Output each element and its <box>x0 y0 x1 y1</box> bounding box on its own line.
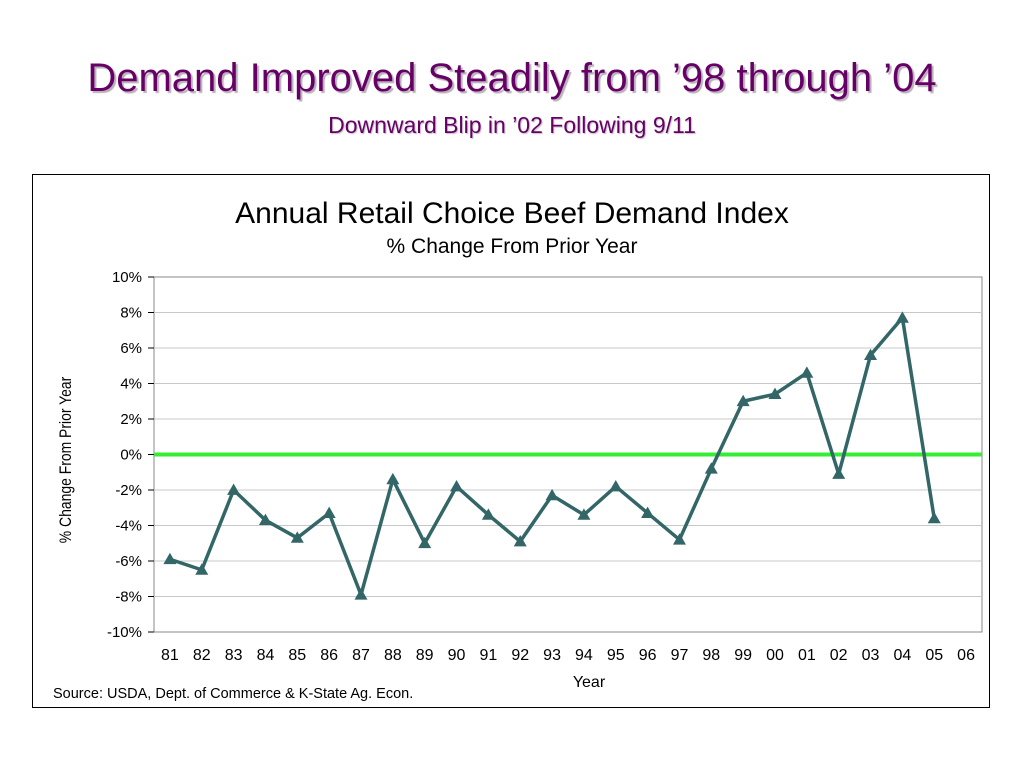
chart-subtitle: % Change From Prior Year <box>387 235 638 258</box>
x-tick-labels: 81 82 83 84 85 86 87 88 89 90 91 92 93 94 95 96 97 98 99 00… <box>161 647 975 664</box>
data-point-marker <box>704 462 718 474</box>
series-demand-index <box>163 311 941 600</box>
data-point-marker <box>736 394 750 407</box>
data-point-marker <box>577 508 591 520</box>
x-tick-label: 87 <box>352 647 370 664</box>
data-point-marker <box>768 387 782 400</box>
x-tick-label: 04 <box>893 647 911 664</box>
x-tick-label: 91 <box>479 647 497 664</box>
x-axis-label: Year <box>573 674 606 691</box>
source-note: Source: USDA, Dept. of Commerce & K-Stat… <box>53 686 413 702</box>
y-axis-label: % Change From Prior Year <box>57 377 76 543</box>
data-point-marker <box>290 531 304 543</box>
x-tick-label: 92 <box>511 647 529 664</box>
data-point-marker <box>195 563 209 575</box>
data-point-marker <box>895 311 909 323</box>
x-tick-label: 81 <box>161 647 179 664</box>
x-tick-label: 97 <box>671 647 689 664</box>
y-tick-label: 0% <box>120 447 142 464</box>
x-tick-label: 99 <box>734 647 752 664</box>
x-tick-label: 93 <box>543 647 561 664</box>
data-point-marker <box>864 348 878 360</box>
data-point-marker <box>513 534 527 547</box>
data-point-marker <box>354 588 368 600</box>
x-tick-label: 86 <box>320 647 338 664</box>
x-tick-label: 98 <box>702 647 720 664</box>
data-point-marker <box>609 479 623 492</box>
x-tick-label: 96 <box>639 647 657 664</box>
data-point-marker <box>800 366 814 378</box>
data-point-marker <box>927 511 941 524</box>
y-tick-label: 2% <box>120 411 142 428</box>
data-point-marker <box>227 483 241 495</box>
x-tick-label: 88 <box>384 647 402 664</box>
y-tick-label: 10% <box>112 269 142 286</box>
y-tick-label: -8% <box>115 589 142 606</box>
y-tick-label: -10% <box>107 624 142 641</box>
x-tick-label: 84 <box>257 647 275 664</box>
x-tick-label: 05 <box>925 647 943 664</box>
x-tick-label: 03 <box>862 647 880 664</box>
x-tick-label: 83 <box>225 647 243 664</box>
data-point-marker <box>832 467 846 479</box>
data-point-marker <box>641 506 655 518</box>
x-tick-label: 95 <box>607 647 625 664</box>
data-point-marker <box>545 488 559 501</box>
y-tick-labels: 10% 8% 6% 4% 2% 0% -2% -4% -6% -8% -10% <box>107 269 142 641</box>
data-point-marker <box>450 479 464 492</box>
x-tick-label: 00 <box>766 647 784 664</box>
y-tick-label: 4% <box>120 376 142 393</box>
y-tick-label: 6% <box>120 340 142 357</box>
y-tick-label: 8% <box>120 305 142 322</box>
data-point-marker <box>258 513 272 526</box>
x-tick-label: 06 <box>957 647 975 664</box>
x-tick-label: 85 <box>288 647 306 664</box>
data-point-marker <box>481 508 495 520</box>
y-tick-label: -6% <box>115 553 142 570</box>
data-point-marker <box>418 536 432 549</box>
data-point-marker <box>163 552 177 565</box>
x-tick-label: 02 <box>830 647 848 664</box>
y-tick-label: -2% <box>115 482 142 499</box>
y-tick-label: -4% <box>115 518 142 535</box>
data-point-marker <box>672 533 686 545</box>
x-tick-label: 94 <box>575 647 593 664</box>
x-tick-label: 90 <box>448 647 466 664</box>
line-chart: Annual Retail Choice Beef Demand Index %… <box>53 197 983 702</box>
data-point-marker <box>386 472 400 485</box>
slide-title: Demand Improved Steadily from ’98 throug… <box>87 56 937 100</box>
chart-frame: Annual Retail Choice Beef Demand Index %… <box>32 174 990 708</box>
x-tick-label: 82 <box>193 647 211 664</box>
slide-subtitle: Downward Blip in ’02 Following 9/11 <box>328 112 696 138</box>
chart-title: Annual Retail Choice Beef Demand Index <box>235 197 789 230</box>
x-tick-label: 01 <box>798 647 816 664</box>
data-point-marker <box>322 506 336 518</box>
x-tick-label: 89 <box>416 647 434 664</box>
